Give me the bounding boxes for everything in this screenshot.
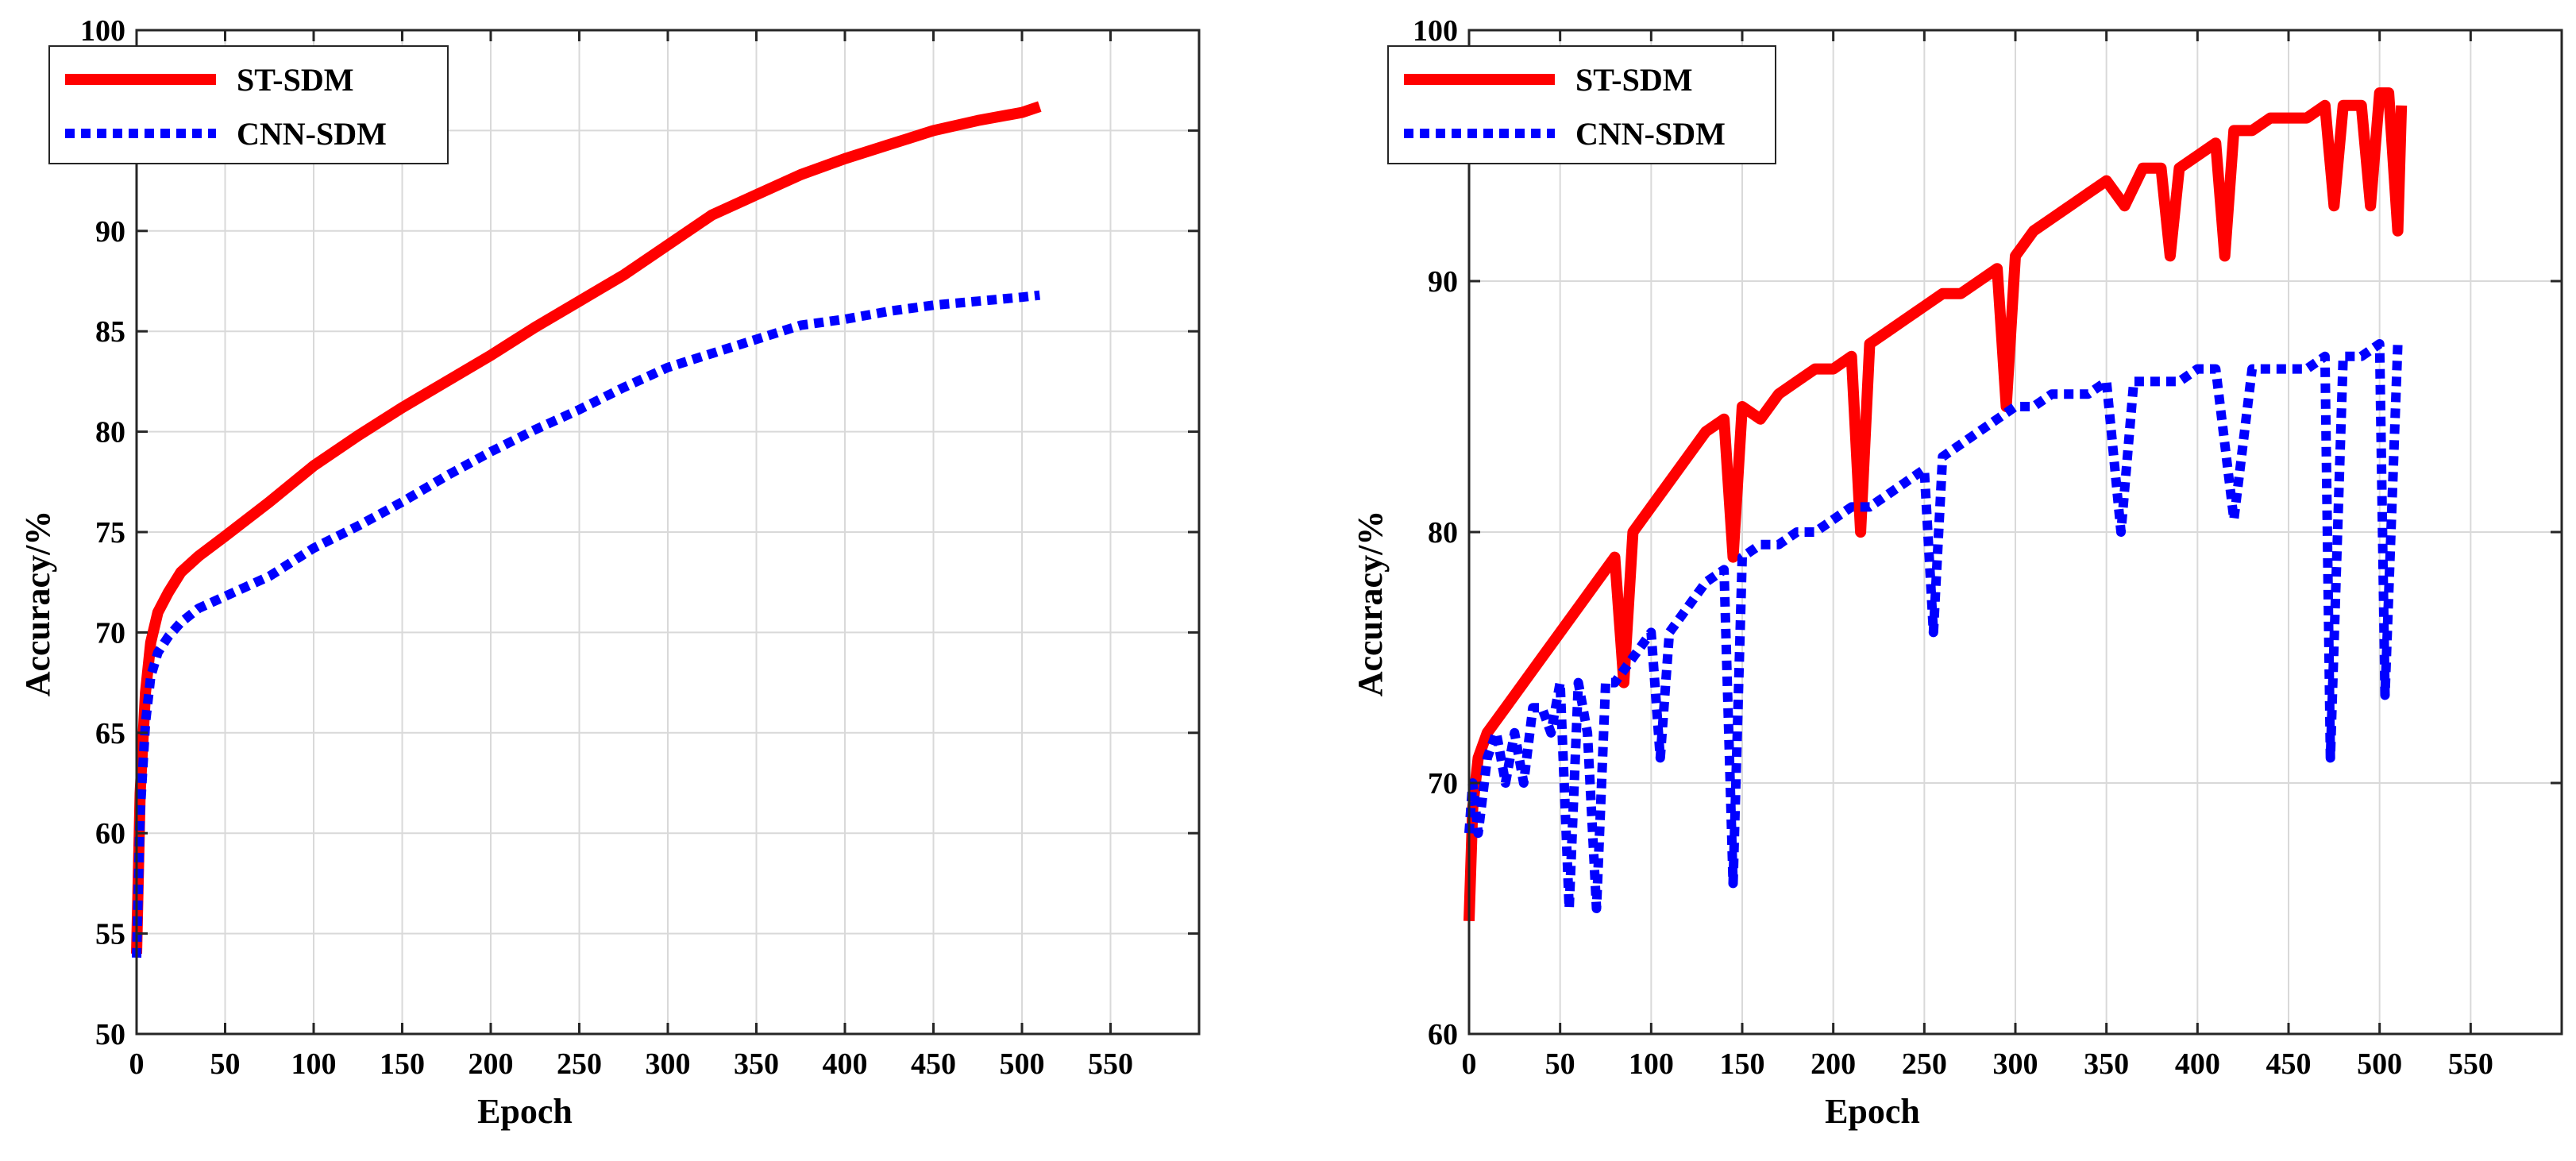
x-tick-label: 450 xyxy=(2266,1047,2312,1081)
x-tick-label: 100 xyxy=(291,1047,337,1081)
x-tick-label: 450 xyxy=(911,1047,956,1081)
x-tick-label: 0 xyxy=(1462,1047,1477,1081)
y-tick-label: 70 xyxy=(95,616,125,650)
x-tick-label: 150 xyxy=(1720,1047,1765,1081)
legend-box xyxy=(48,45,449,164)
x-tick-label: 350 xyxy=(734,1047,779,1081)
y-tick-label: 90 xyxy=(1428,265,1458,299)
y-tick-label: 55 xyxy=(95,918,125,951)
y-tick-label: 60 xyxy=(95,817,125,850)
y-tick-label: 100 xyxy=(1413,14,1458,48)
x-tick-label: 400 xyxy=(823,1047,868,1081)
y-tick-label: 100 xyxy=(80,14,125,48)
legend-label-st-sdm: ST-SDM xyxy=(237,62,353,98)
x-axis-label: Epoch xyxy=(477,1092,573,1131)
legend-label-cnn-sdm: CNN-SDM xyxy=(1575,116,1726,152)
y-tick-label: 90 xyxy=(95,215,125,249)
y-tick-label: 50 xyxy=(95,1018,125,1051)
y-axis-label: Accuracy/% xyxy=(18,511,57,697)
y-tick-label: 65 xyxy=(95,717,125,750)
x-tick-label: 500 xyxy=(1000,1047,1045,1081)
x-tick-label: 350 xyxy=(2084,1047,2129,1081)
legend-label-st-sdm: ST-SDM xyxy=(1575,62,1692,98)
x-tick-label: 100 xyxy=(1629,1047,1674,1081)
y-tick-label: 80 xyxy=(95,416,125,449)
series-line-st-sdm xyxy=(1463,87,2408,922)
x-tick-label: 500 xyxy=(2357,1047,2402,1081)
y-tick-label: 75 xyxy=(95,516,125,550)
x-tick-label: 50 xyxy=(1545,1047,1575,1081)
legend: ST-SDM CNN-SDM xyxy=(1387,45,1776,164)
x-tick-label: 50 xyxy=(210,1047,241,1081)
x-tick-label: 0 xyxy=(129,1047,145,1081)
x-tick-label: 150 xyxy=(380,1047,425,1081)
y-tick-label: 60 xyxy=(1428,1018,1458,1051)
chart-1: 0 50 100 150 200 250 300 350 400 450 500 5505055606… xyxy=(18,14,1201,1131)
x-axis-label: Epoch xyxy=(1825,1092,1920,1131)
x-tick-label: 200 xyxy=(469,1047,514,1081)
y-tick-label: 80 xyxy=(1428,516,1458,550)
y-tick-label: 85 xyxy=(95,315,125,349)
legend-box xyxy=(1387,45,1776,164)
x-tick-label: 200 xyxy=(1811,1047,1856,1081)
x-tick-label: 550 xyxy=(2448,1047,2493,1081)
x-tick-label: 550 xyxy=(1088,1047,1133,1081)
y-axis-label: Accuracy/% xyxy=(1351,511,1390,697)
x-tick-label: 300 xyxy=(646,1047,691,1081)
x-tick-label: 400 xyxy=(2175,1047,2220,1081)
series-line-st-sdm xyxy=(131,101,1042,955)
x-tick-label: 250 xyxy=(557,1047,602,1081)
legend-label-cnn-sdm: CNN-SDM xyxy=(237,116,387,152)
y-tick-label: 70 xyxy=(1428,767,1458,800)
series-line-cnn-sdm xyxy=(1464,339,2403,913)
x-tick-label: 250 xyxy=(1902,1047,1947,1081)
series-line-cnn-sdm xyxy=(132,290,1040,958)
chart-2: 0 50 100 150 200 250 300 350 400 450 500 550 60 70 80 9… xyxy=(1351,14,2563,1131)
x-tick-label: 300 xyxy=(1993,1047,2038,1081)
legend: ST-SDM CNN-SDM xyxy=(48,45,449,164)
